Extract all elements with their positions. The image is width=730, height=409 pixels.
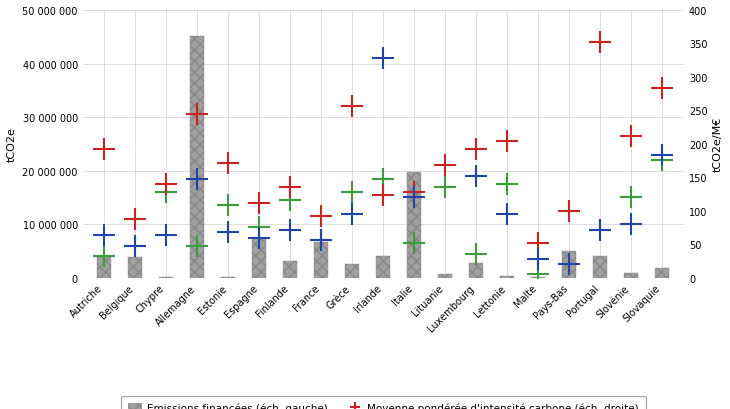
Point — [626, 195, 637, 201]
Bar — [656, 268, 669, 278]
Point — [285, 227, 296, 233]
Point — [285, 198, 296, 204]
Point — [191, 112, 203, 118]
Bar — [407, 173, 421, 278]
Point — [99, 232, 110, 238]
Point — [315, 213, 327, 220]
Point — [502, 181, 513, 188]
Point — [656, 85, 668, 92]
Point — [347, 189, 358, 196]
Point — [377, 176, 389, 182]
Bar — [469, 264, 483, 278]
Point — [471, 173, 483, 180]
Bar — [439, 274, 453, 278]
Point — [594, 40, 606, 46]
Bar — [315, 242, 328, 278]
Point — [409, 189, 420, 196]
Point — [347, 211, 358, 217]
Point — [502, 139, 513, 145]
Point — [377, 192, 389, 198]
Point — [130, 243, 142, 249]
Point — [161, 189, 172, 196]
Point — [409, 240, 420, 247]
Point — [532, 272, 544, 278]
Point — [439, 184, 451, 191]
Point — [439, 163, 451, 169]
Point — [409, 195, 420, 201]
Bar — [191, 36, 204, 278]
Point — [223, 160, 234, 166]
Bar — [593, 257, 607, 278]
Point — [223, 229, 234, 236]
Point — [130, 243, 142, 249]
Bar — [500, 276, 515, 278]
Point — [564, 261, 575, 268]
Bar — [98, 257, 112, 278]
Point — [347, 104, 358, 110]
Point — [471, 146, 483, 153]
Point — [99, 254, 110, 260]
Y-axis label: tCO2e: tCO2e — [7, 127, 17, 162]
Point — [191, 176, 203, 182]
Point — [564, 208, 575, 215]
Point — [253, 200, 265, 207]
Point — [223, 203, 234, 209]
Point — [656, 152, 668, 158]
Bar — [283, 261, 297, 278]
Point — [594, 227, 606, 233]
Point — [253, 224, 265, 231]
Bar — [624, 273, 638, 278]
Point — [377, 56, 389, 62]
Point — [130, 216, 142, 222]
Bar — [128, 258, 142, 278]
Bar — [377, 257, 391, 278]
Point — [99, 146, 110, 153]
Point — [502, 211, 513, 217]
Point — [161, 181, 172, 188]
Point — [161, 232, 172, 238]
Bar — [562, 252, 576, 278]
Y-axis label: tCO2e/M€: tCO2e/M€ — [713, 117, 723, 172]
Point — [315, 238, 327, 244]
Point — [532, 256, 544, 263]
Point — [315, 238, 327, 244]
Point — [253, 235, 265, 241]
Point — [594, 227, 606, 233]
Point — [626, 133, 637, 140]
Point — [191, 243, 203, 249]
Bar — [345, 265, 359, 278]
Point — [285, 184, 296, 191]
Bar — [253, 238, 266, 278]
Point — [471, 251, 483, 257]
Point — [656, 157, 668, 164]
Legend: Emissions financées (éch. gauche), Intensité carbone (éch. droite), Moyenne pond: Emissions financées (éch. gauche), Inten… — [120, 396, 646, 409]
Point — [626, 221, 637, 228]
Point — [532, 240, 544, 247]
